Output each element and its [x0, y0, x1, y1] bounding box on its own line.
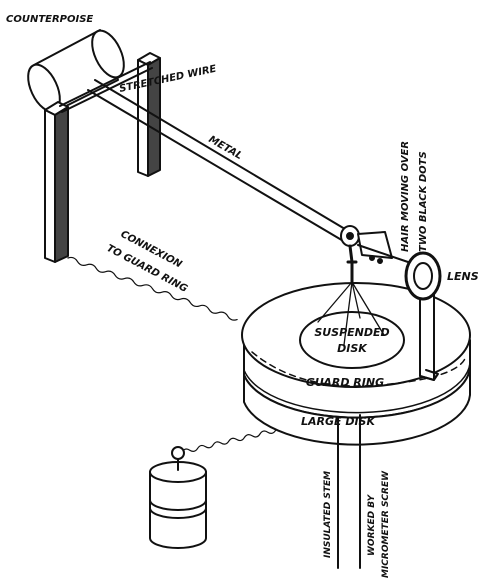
counterpoise-cylinder — [27, 29, 125, 113]
label-lens: LENS — [447, 270, 479, 283]
label-suspended-line1: SUSPENDED — [314, 326, 389, 339]
stretched-wire — [59, 61, 153, 113]
left-post — [44, 101, 69, 263]
label-hair-line1: HAIR MOVING OVER — [400, 141, 411, 252]
connexion-wire-jar — [181, 429, 277, 453]
label-stretched-wire: STRETCHED WIRE — [118, 64, 217, 95]
label-large-disk: LARGE DISK — [301, 415, 377, 428]
label-hair-line2: TWO BLACK DOTS — [418, 151, 429, 252]
guard-ring-dashed-edge — [251, 351, 467, 387]
label-counterpoise: COUNTERPOISE — [6, 14, 93, 25]
connexion-wire-guard — [67, 256, 238, 321]
label-insulated-stem: INSULATED STEM — [323, 471, 333, 558]
suspended-disk — [299, 311, 405, 369]
label-guard-ring: GUARD RING — [306, 376, 384, 389]
pivot-assembly — [340, 225, 409, 264]
label-worked-line2: MICROMETER SCREW — [381, 470, 391, 578]
lens-assembly — [404, 251, 442, 381]
metal-beam — [87, 79, 351, 243]
leyden-jar — [149, 446, 207, 549]
insulated-stem — [337, 414, 361, 569]
label-suspended-line2: DISK — [337, 342, 368, 355]
suspension-hook — [346, 244, 358, 284]
right-post — [137, 52, 161, 177]
label-worked-line1: WORKED BY — [367, 493, 377, 556]
